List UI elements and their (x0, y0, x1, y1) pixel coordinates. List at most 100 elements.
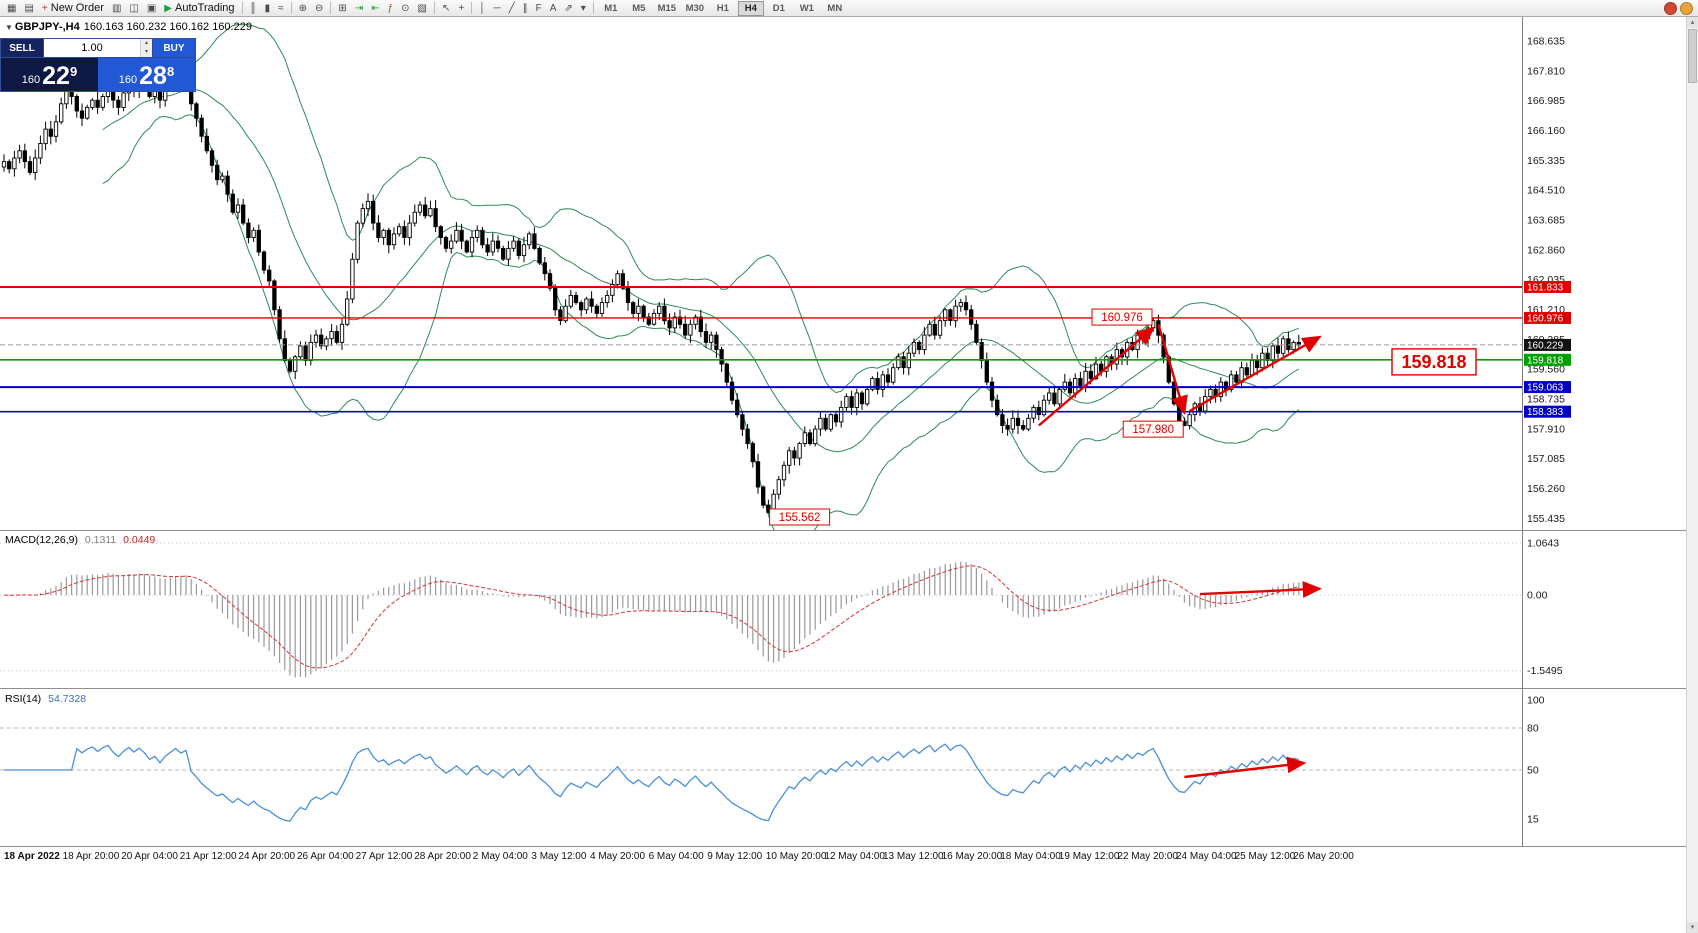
bar-chart-icon[interactable]: ║ (246, 0, 261, 17)
annotation-box[interactable] (769, 508, 831, 526)
community-notification-icon[interactable] (1664, 1, 1677, 15)
trend-arrow[interactable] (1038, 326, 1156, 427)
timeframe-m1-button[interactable]: M1 (604, 2, 618, 14)
tile-windows-icon[interactable]: ⊞ (334, 0, 350, 17)
text-label-icon[interactable]: A (546, 0, 561, 17)
timeframe-mn-button[interactable]: MN (827, 2, 843, 14)
time-axis-label: 26 Apr 04:00 (297, 851, 354, 862)
zoom-out-icon[interactable]: ⊖ (311, 0, 327, 17)
price-axis-label: 167.810 (1527, 65, 1565, 77)
time-axis[interactable]: 18 Apr 2022 18 Apr 20:00 20 Apr 04:00 21 Ap… (0, 846, 1698, 867)
templates-icon[interactable]: ▧ (414, 0, 431, 17)
scroll-down-icon[interactable]: ▾ (1687, 922, 1698, 933)
buy-price[interactable]: 160 28 8 (98, 58, 195, 91)
arrows-tool-icon: ⇗ (564, 2, 573, 14)
price-axis-label: 163.685 (1527, 214, 1565, 226)
annotation-box[interactable] (1091, 308, 1153, 326)
volume-spinner[interactable]: ▴ ▾ (140, 39, 152, 57)
mql5-icon[interactable] (1680, 1, 1693, 15)
scrollbar-thumb[interactable] (1688, 29, 1697, 83)
new-chart-icon: ▦ (7, 2, 17, 14)
arrows-tool-icon[interactable]: ⇗ (560, 0, 576, 17)
time-axis-label: 10 May 20:00 (765, 851, 827, 862)
volume-field[interactable]: 1.00 ▴ ▾ (43, 39, 153, 57)
price-axis-label: 158.735 (1527, 393, 1565, 405)
zoom-in-icon[interactable]: ⊕ (295, 0, 311, 17)
auto-scroll-icon: ⇥ (354, 2, 364, 14)
timeframe-h1-button[interactable]: H1 (716, 2, 729, 14)
main-chart[interactable]: 168.635 167.810 166.985 166.160 165.335 164.5… (0, 17, 1698, 530)
time-axis-label: 12 May 04:00 (824, 851, 885, 862)
candlestick-series (1, 55, 1301, 517)
rsi-panel[interactable]: 100 80 50 15 (0, 688, 1698, 846)
timeframe-d1-button[interactable]: D1 (772, 2, 785, 14)
macd-panel[interactable]: 1.0643 0.00 -1.5495 (0, 530, 1698, 688)
toolbar-corner-icons (1664, 1, 1695, 15)
horizontal-line-icon[interactable]: ─ (489, 0, 504, 17)
rsi-value: 54.7328 (48, 693, 87, 705)
navigator-icon: ◫ (129, 2, 139, 14)
equidistant-channel-icon[interactable]: ∥ (519, 0, 532, 17)
chart-profiles-icon[interactable]: ▤ (20, 0, 37, 17)
buy-button[interactable]: BUY (153, 39, 195, 57)
timeframe-m5-button[interactable]: M5 (632, 2, 646, 14)
new-order-button-label: New Order (50, 1, 104, 14)
trendline-icon[interactable]: ╱ (505, 0, 519, 17)
line-chart-icon[interactable]: ≈ (274, 0, 288, 17)
buy-price-sup: 8 (166, 64, 175, 79)
price-axis-label: 155.435 (1527, 513, 1565, 525)
trend-arrow[interactable] (1189, 335, 1322, 413)
price-axis-label: 166.985 (1527, 95, 1565, 107)
trendline-icon: ╱ (508, 2, 515, 14)
timeframe-m30-button[interactable]: M30 (685, 2, 705, 14)
toolbar: ▦ ▤ + New Order ▥ ◫ ▣ ▶ AutoTrading ║ ▮ ≈ ⊕ ⊖ ⊞ ⇥ ⇤ ƒ ⊙ ▧ ↖ +… (0, 0, 1698, 17)
templates-icon: ▧ (417, 2, 427, 14)
auto-scroll-icon[interactable]: ⇥ (351, 0, 367, 17)
scroll-up-icon[interactable]: ▴ (1687, 17, 1698, 28)
vertical-scrollbar[interactable]: ▴ ▾ (1686, 17, 1698, 933)
sell-price-big: 22 (42, 62, 70, 90)
fibonacci-icon[interactable]: F (532, 0, 546, 17)
timeframe-h4-button[interactable]: H4 (737, 0, 764, 16)
indicators-icon[interactable]: ƒ (384, 0, 398, 17)
annotation-box[interactable] (1122, 420, 1184, 438)
periods-icon[interactable]: ⊙ (397, 0, 413, 17)
symbol-dropdown-icon[interactable]: ▼ (5, 23, 13, 32)
crosshair-icon[interactable]: + (454, 0, 468, 17)
buy-price-big: 28 (139, 62, 167, 90)
market-watch-icon[interactable]: ▥ (108, 0, 125, 17)
shapes-dropdown-icon[interactable]: ▾ (577, 0, 590, 17)
rsi-axis-label: 50 (1527, 765, 1539, 777)
time-axis-label: 18 Apr 2022 (4, 851, 60, 862)
new-order-button[interactable]: + New Order (38, 0, 108, 17)
annotation-box[interactable] (1391, 348, 1477, 376)
navigator-icon[interactable]: ◫ (125, 0, 142, 17)
price-axis-label: 157.085 (1527, 453, 1565, 465)
price-tag-label: 159.818 (1527, 355, 1564, 366)
sell-price[interactable]: 160 22 9 (1, 58, 98, 91)
vertical-line-icon[interactable]: │ (475, 0, 489, 17)
trend-arrow[interactable] (1199, 581, 1322, 598)
time-axis-label: 16 May 20:00 (941, 851, 1003, 862)
trend-arrow[interactable] (1157, 323, 1188, 416)
symbol-text: GBPJPY-,H4 (14, 21, 80, 33)
sell-button[interactable]: SELL (1, 39, 43, 57)
new-chart-icon[interactable]: ▦ (3, 0, 20, 17)
timeframe-w1-button[interactable]: W1 (799, 2, 814, 14)
cursor-icon[interactable]: ↖ (438, 0, 454, 17)
price-tag-label: 161.833 (1527, 282, 1564, 293)
chart-shift-icon[interactable]: ⇤ (367, 0, 383, 17)
autotrading-button[interactable]: ▶ AutoTrading (160, 0, 238, 17)
trend-arrow[interactable] (1184, 756, 1307, 779)
spinner-down-icon[interactable]: ▾ (144, 49, 148, 55)
candlestick-chart-icon[interactable]: ▮ (261, 0, 275, 17)
toolbar-separator (241, 2, 243, 14)
terminal-icon[interactable]: ▣ (143, 0, 160, 17)
price-axis-label: 166.160 (1527, 125, 1565, 137)
timeframe-m15-button[interactable]: M15 (657, 2, 677, 14)
cursor-icon: ↖ (442, 2, 451, 14)
spinner-up-icon[interactable]: ▴ (144, 40, 148, 46)
macd-axis-label: 1.0643 (1527, 538, 1559, 550)
time-axis-label: 4 May 20:00 (590, 851, 646, 862)
autotrading-button-label: AutoTrading (175, 1, 235, 14)
